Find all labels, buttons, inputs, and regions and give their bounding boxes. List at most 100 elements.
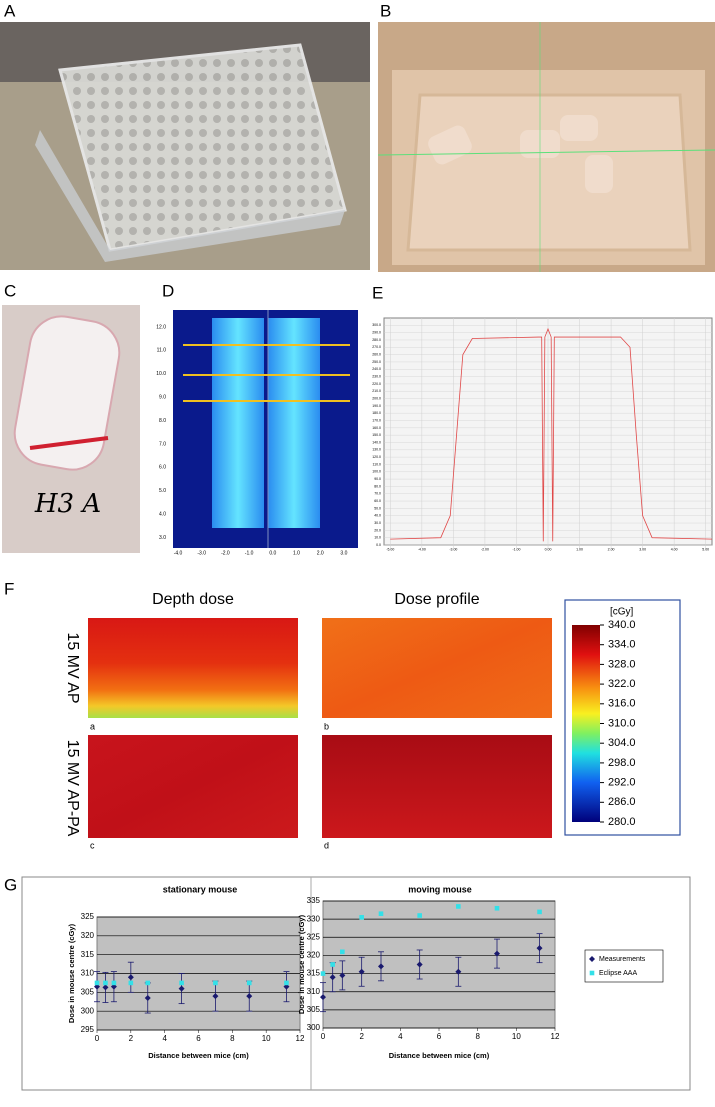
colorbar-tick-label: 322.0 (608, 678, 636, 690)
legend-label: Eclipse AAA (599, 970, 637, 977)
y-tick-label: 315 (81, 950, 95, 959)
panel-label: C (4, 281, 16, 300)
d-y-tick-label: 6.0 (159, 465, 166, 471)
marker (417, 913, 422, 918)
chart-title: stationary mouse (163, 884, 238, 894)
y-tick-label: 30.0 (374, 521, 381, 525)
d-y-tick-label: 12.0 (156, 324, 166, 330)
marker (246, 993, 253, 1000)
y-tick-label: 305 (307, 1005, 321, 1014)
marker (213, 980, 218, 986)
colorbar-tick-label: 334.0 (608, 639, 636, 651)
y-tick-label: 330 (307, 914, 321, 923)
y-tick-label: 170.0 (372, 418, 381, 422)
row-title: 15 MV AP (64, 632, 81, 703)
d-x-tick-label: 1.0 (293, 550, 300, 556)
d-x-tick-label: 2.0 (317, 550, 324, 556)
x-tick-label: 5.00 (702, 547, 709, 551)
y-tick-label: 40.0 (374, 514, 381, 518)
photo-a (0, 22, 370, 270)
x-tick-label: -2.00 (481, 547, 489, 551)
y-tick-label: 315 (307, 969, 321, 978)
colorbar-unit: [cGy] (610, 607, 634, 618)
marker (455, 968, 462, 975)
sublabel: a (90, 721, 95, 731)
marker (416, 961, 423, 968)
marker (320, 971, 326, 976)
y-tick-label: 300 (81, 1006, 95, 1015)
x-tick-label: 4.00 (671, 547, 678, 551)
sublabel: c (90, 840, 95, 850)
panel-label: A (4, 1, 16, 20)
y-tick-label: 325 (307, 932, 321, 941)
y-tick-label: 325 (81, 912, 95, 921)
marker (378, 911, 384, 916)
y-tick-label: 130.0 (372, 448, 381, 452)
x-tick-label: 0 (321, 1032, 326, 1041)
marker (378, 963, 384, 970)
d-x-tick-label: -2.0 (221, 550, 230, 556)
x-tick-label: 8 (230, 1034, 235, 1043)
x-tick-label: 6 (196, 1034, 201, 1043)
photo-c: H3 A (2, 305, 140, 553)
marker (94, 980, 100, 986)
x-tick-label: 4 (398, 1032, 403, 1041)
d-y-tick-label: 4.0 (159, 512, 166, 518)
x-tick-label: -3.00 (449, 547, 457, 551)
legend-marker (589, 956, 595, 962)
panel-label: D (162, 281, 174, 300)
x-tick-label: 0 (95, 1034, 100, 1043)
column-title: Dose profile (394, 591, 479, 608)
y-tick-label: 310 (81, 969, 95, 978)
marker (358, 968, 365, 975)
marker (340, 949, 345, 955)
colorbar-tick-label: 328.0 (608, 658, 636, 670)
marker (330, 962, 335, 967)
marker (179, 980, 184, 986)
profile-line (390, 327, 713, 542)
y-tick-label: 305 (81, 987, 95, 996)
heatmaps (88, 599, 681, 838)
d-x-tick-label: -1.0 (245, 550, 254, 556)
marker (102, 984, 109, 991)
panel-label: B (380, 1, 391, 20)
y-tick-label: 60.0 (374, 499, 381, 503)
x-tick-label: 2 (129, 1034, 134, 1043)
marker (127, 974, 134, 981)
y-tick-label: 240.0 (372, 367, 381, 371)
colorbar-tick-label: 298.0 (608, 757, 636, 769)
d-y-tick-label: 11.0 (157, 348, 167, 354)
y-tick-label: 20.0 (374, 528, 381, 532)
y-tick-label: 270.0 (372, 345, 381, 349)
y-tick-label: 320 (81, 931, 95, 940)
x-tick-label: 1.00 (576, 547, 583, 551)
row-title: 15 MV AP-PA (64, 740, 81, 837)
marker (537, 909, 542, 915)
y-tick-label: 10.0 (374, 536, 381, 540)
y-tick-label: 190.0 (372, 404, 381, 408)
y-tick-label: 0.0 (376, 543, 381, 547)
photo-b (377, 22, 715, 272)
y-tick-label: 320 (307, 951, 321, 960)
y-tick-label: 300.0 (372, 323, 381, 327)
x-tick-label: 2.00 (608, 547, 615, 551)
x-tick-label: 3.00 (639, 547, 646, 551)
panel-label: F (4, 579, 14, 598)
x-axis-label: Distance between mice (cm) (148, 1051, 249, 1060)
legend-label: Measurements (599, 956, 646, 963)
y-tick-label: 80.0 (374, 484, 381, 488)
y-tick-label: 90.0 (374, 477, 381, 481)
marker (329, 974, 336, 981)
y-axis-label: Dose in mouse centre (cGy) (297, 914, 306, 1014)
marker (103, 980, 108, 986)
marker (494, 950, 500, 957)
heatmap-a (88, 618, 298, 718)
d-x-tick-label: 0.0 (269, 550, 276, 556)
colorbar-tick-label: 292.0 (608, 777, 636, 789)
sublabel: b (324, 721, 329, 731)
d-x-tick-label: 3.0 (340, 550, 347, 556)
y-tick-label: 110.0 (373, 462, 382, 466)
y-tick-label: 295 (81, 1025, 95, 1034)
y-tick-label: 150.0 (372, 433, 381, 437)
colorbar-tick-label: 280.0 (608, 816, 636, 828)
